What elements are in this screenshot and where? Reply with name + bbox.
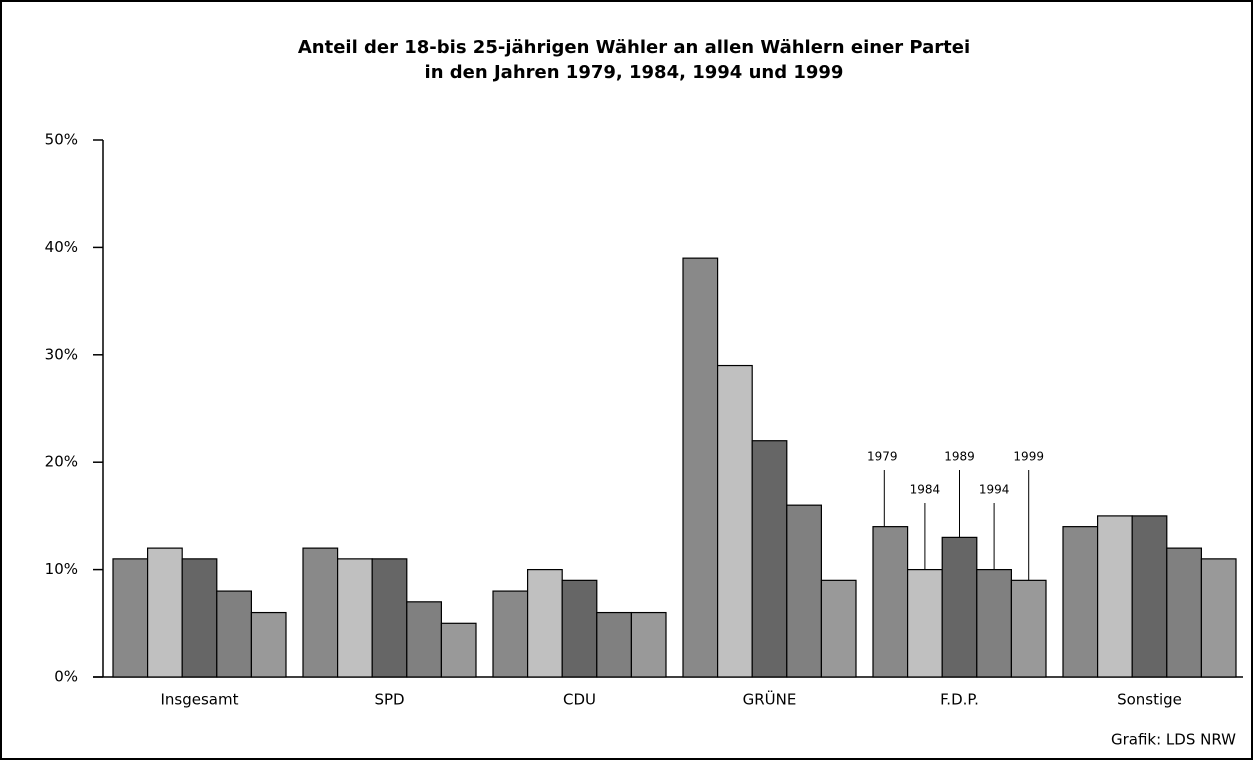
bar	[1062, 526, 1099, 678]
y-tick-label: 10%	[45, 560, 78, 578]
bar	[906, 568, 943, 678]
series-label: 1989	[944, 450, 975, 464]
bar	[561, 579, 598, 678]
bar	[716, 364, 753, 678]
bar	[976, 568, 1012, 678]
bar	[630, 611, 667, 678]
bar	[682, 257, 719, 678]
series-label: 1979	[867, 450, 898, 464]
bar	[751, 440, 788, 678]
source: Grafik: LDS NRW	[1111, 731, 1236, 749]
bar	[596, 611, 632, 678]
chart-subtitle: in den Jahren 1979, 1984, 1994 und 1999	[425, 62, 844, 83]
series-label: 1984	[910, 483, 941, 497]
bar	[302, 547, 339, 678]
bar	[181, 558, 218, 678]
bar	[406, 601, 442, 678]
x-tick-label: CDU	[563, 691, 596, 709]
bar	[872, 526, 909, 678]
y-tick-label: 50%	[45, 131, 78, 149]
series-label: 1994	[979, 483, 1010, 497]
bar	[1200, 558, 1237, 678]
bar	[216, 590, 253, 678]
bar	[112, 558, 149, 678]
y-tick-label: 40%	[45, 238, 78, 256]
series-label: 1999	[1013, 450, 1044, 464]
y-tick-label: 30%	[45, 345, 78, 363]
chart-title: Anteil der 18-bis 25-jährigen Wähler an …	[298, 37, 970, 58]
bar	[1096, 515, 1133, 678]
x-tick-label: F.D.P.	[940, 691, 979, 709]
y-tick-label: 20%	[45, 453, 78, 471]
x-tick-label: GRÜNE	[743, 690, 797, 709]
bar	[1131, 515, 1168, 678]
bar	[941, 536, 978, 678]
bar	[492, 590, 529, 678]
bar	[1010, 579, 1047, 678]
x-tick-label: SPD	[374, 691, 404, 709]
x-tick-label: Sonstige	[1117, 691, 1182, 709]
bar	[820, 579, 857, 678]
bar	[371, 558, 408, 678]
bar	[1166, 547, 1203, 678]
bar	[147, 547, 183, 678]
x-tick-label: Insgesamt	[161, 691, 239, 709]
bar	[786, 504, 822, 678]
bar	[250, 611, 287, 678]
y-tick-label: 0%	[54, 668, 78, 686]
bar	[440, 622, 477, 678]
bar	[337, 558, 373, 678]
bar	[526, 568, 563, 678]
